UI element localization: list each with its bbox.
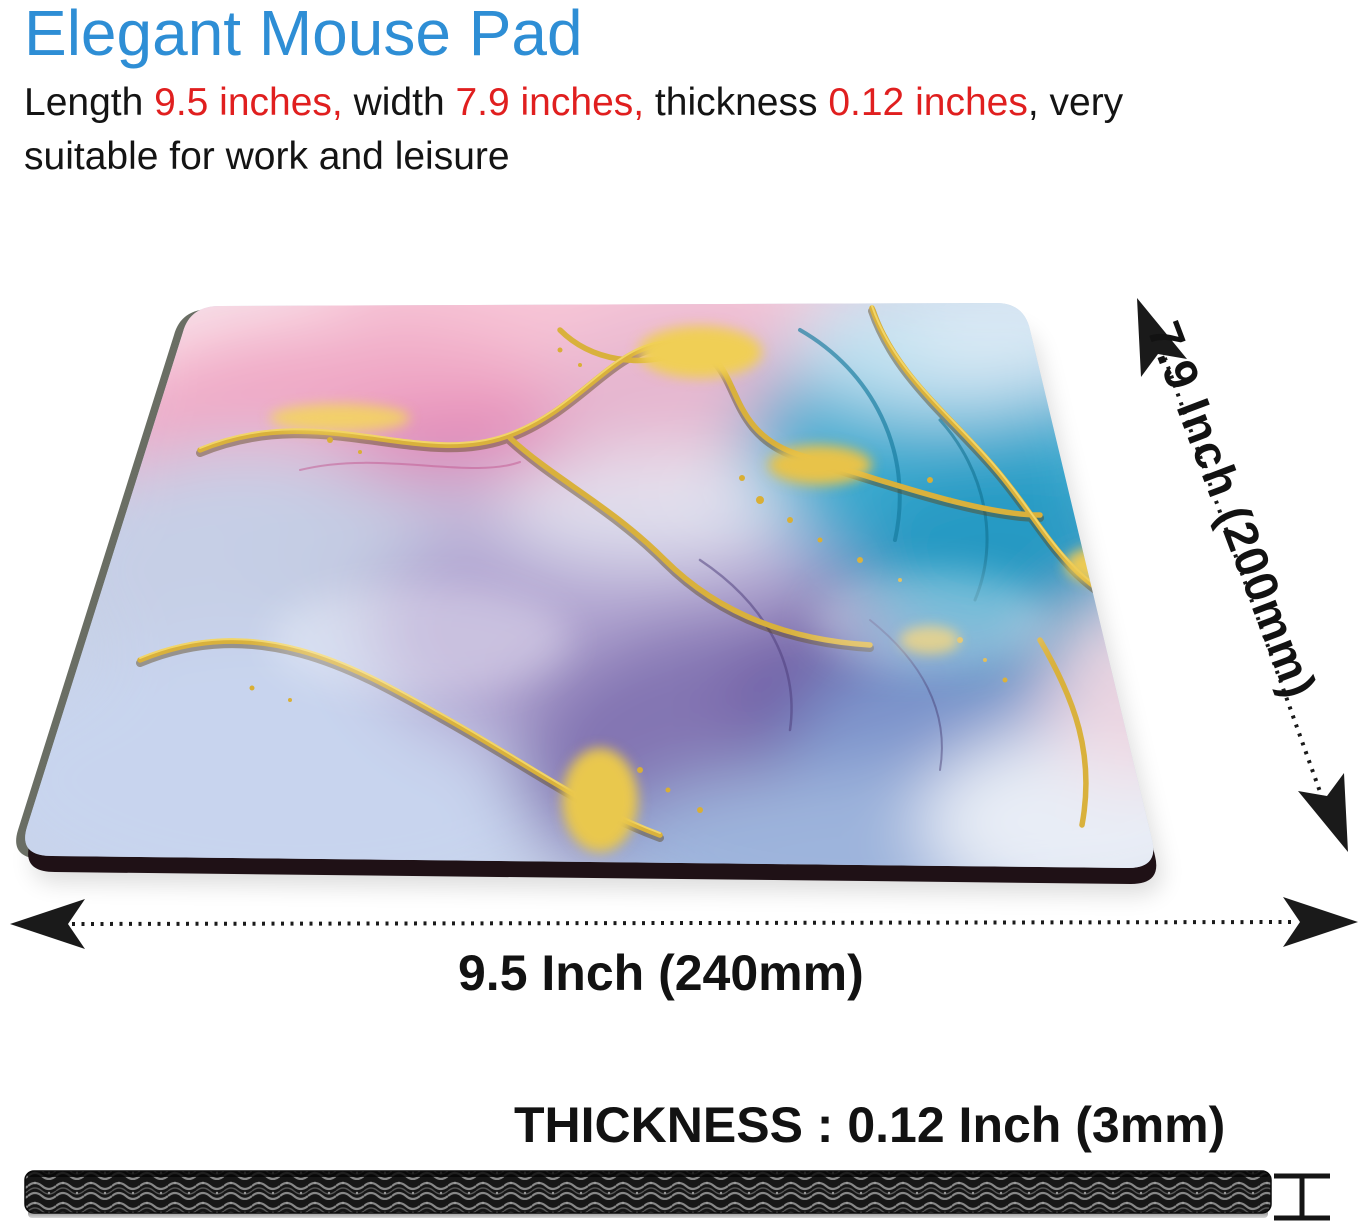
subtitle-segment: width [342,81,456,124]
subtitle-line2: suitable for work and leisure [24,135,510,178]
page-title: Elegant Mouse Pad [24,0,583,69]
mousepad-side-profile [24,1170,1272,1218]
subtitle-segment: thickness [644,81,829,124]
subtitle-segment-highlight: 0.12 inches [828,81,1028,124]
subtitle-segment-highlight: 9.5 inches, [154,81,343,124]
thickness-gauge-icon [1274,1173,1330,1221]
subtitle-segment-highlight: 7.9 inches, [455,81,645,124]
width-arrow [10,897,1358,949]
subtitle-segment: Length [24,81,155,124]
mousepad-surface [25,302,1154,868]
thickness-label: THICKNESS : 0.12 Inch (3mm) [514,1097,1226,1153]
width-label: 9.5 Inch (240mm) [458,945,864,1001]
subtitle: Length 9.5 inches, width 7.9 inches, thi… [24,76,1354,184]
subtitle-segment: , very [1027,81,1124,124]
height-arrow [1137,298,1348,852]
surface-sheen [270,570,1050,695]
